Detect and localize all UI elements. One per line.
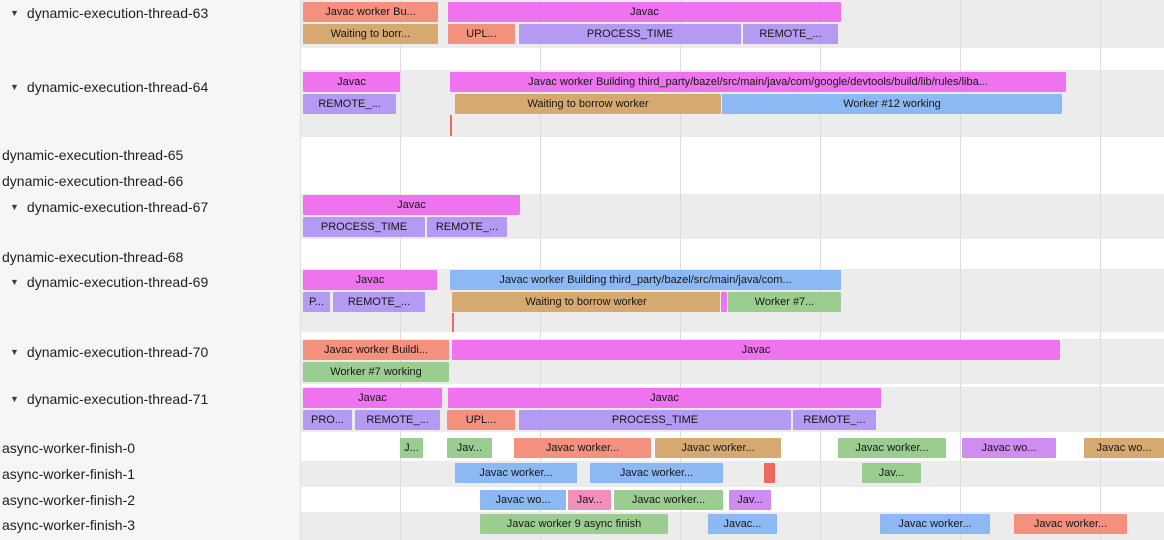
trace-slice[interactable]: REMOTE_... [793,410,876,430]
trace-slice[interactable]: Jav... [447,438,492,458]
trace-slice[interactable]: Javac wo... [480,490,566,510]
trace-slice[interactable]: Worker #7... [728,292,841,312]
track-name[interactable]: ▼ dynamic-execution-thread-71 [0,389,298,409]
trace-slice[interactable]: Javac [448,388,881,408]
track-name[interactable]: ▼ dynamic-execution-thread-70 [0,342,298,362]
trace-slice[interactable]: PRO... [303,410,352,430]
track-name-label: dynamic-execution-thread-68 [2,249,184,265]
track-name-label: async-worker-finish-0 [2,440,136,456]
trace-slice[interactable]: PROCESS_TIME [519,410,791,430]
trace-slice[interactable]: Javac worker... [838,438,946,458]
track-name-label: async-worker-finish-1 [2,466,136,482]
gridline [960,0,961,540]
trace-slice[interactable]: Jav... [729,490,771,510]
trace-slice[interactable]: J... [400,438,423,458]
trace-slice[interactable]: Javac worker... [455,463,577,483]
trace-slice[interactable]: Waiting to borr... [303,24,438,44]
track-name-label: dynamic-execution-thread-66 [2,173,184,189]
trace-slice[interactable]: Javac [303,388,442,408]
trace-slice[interactable]: Jav... [862,463,921,483]
trace-slice[interactable]: Javac worker... [590,463,723,483]
trace-slice[interactable]: UPL... [447,410,515,430]
track-name[interactable]: async-worker-finish-0 [0,438,300,458]
trace-slice[interactable]: Javac... [708,514,777,534]
track-name[interactable]: dynamic-execution-thread-65 [0,145,300,165]
triangle-down-icon[interactable]: ▼ [10,202,19,212]
trace-slice[interactable]: Javac worker... [514,438,651,458]
trace-slice[interactable]: Javac worker... [614,490,723,510]
trace-slice[interactable]: REMOTE_... [333,292,425,312]
trace-tick[interactable] [450,115,452,136]
track-name[interactable]: dynamic-execution-thread-66 [0,171,300,191]
trace-slice[interactable]: Javac worker... [655,438,781,458]
trace-slice[interactable]: REMOTE_... [355,410,440,430]
trace-slice[interactable]: Waiting to borrow worker [455,94,721,114]
trace-slice[interactable]: Javac worker... [880,514,990,534]
triangle-down-icon[interactable]: ▼ [10,8,19,18]
trace-slice[interactable]: Javac worker Buildi... [303,340,449,360]
triangle-down-icon[interactable]: ▼ [10,277,19,287]
track-name-label: dynamic-execution-thread-69 [26,274,209,290]
trace-slice[interactable]: Javac [452,340,1060,360]
trace-slice[interactable]: Javac wo... [962,438,1056,458]
trace-slice[interactable]: Javac worker Bu... [303,2,438,22]
trace-slice[interactable]: REMOTE_... [427,217,507,237]
trace-slice[interactable]: Worker #12 working [722,94,1062,114]
track-name[interactable]: async-worker-finish-2 [0,490,300,510]
trace-slice[interactable]: Javac [303,270,437,290]
track-name[interactable]: ▼ dynamic-execution-thread-63 [0,3,298,23]
track-name[interactable]: ▼ dynamic-execution-thread-64 [0,77,298,97]
trace-slice[interactable]: Jav... [568,490,611,510]
track-name-label: dynamic-execution-thread-65 [2,147,184,163]
trace-tick[interactable] [452,313,454,332]
trace-slice[interactable]: P... [303,292,330,312]
trace-slice[interactable]: REMOTE_... [743,24,838,44]
triangle-down-icon[interactable]: ▼ [10,394,19,404]
track-name-label: dynamic-execution-thread-64 [26,79,209,95]
track-name-label: dynamic-execution-thread-67 [26,199,209,215]
track-name[interactable]: ▼ dynamic-execution-thread-67 [0,197,298,217]
trace-slice[interactable]: Worker #7 working [303,362,449,382]
trace-slice[interactable]: PROCESS_TIME [303,217,425,237]
trace-slice[interactable]: Javac worker Building third_party/bazel/… [450,270,841,290]
sidebar: ▼ dynamic-execution-thread-63 ▼ dynamic-exe… [0,0,301,540]
track-name[interactable]: async-worker-finish-3 [0,515,300,535]
track-name[interactable]: dynamic-execution-thread-68 [0,247,300,267]
triangle-down-icon[interactable]: ▼ [10,347,19,357]
trace-slice[interactable]: Javac [303,195,520,215]
track-name-label: async-worker-finish-2 [2,492,136,508]
track-name-label: dynamic-execution-thread-71 [26,391,209,407]
track-name[interactable]: async-worker-finish-1 [0,464,300,484]
trace-slice[interactable]: Javac wo... [1084,438,1164,458]
trace-slice[interactable] [764,463,775,483]
trace-slice[interactable]: REMOTE_... [303,94,396,114]
trace-slice[interactable]: UPL... [448,24,515,44]
trace-slice[interactable]: Javac [303,72,400,92]
track-name-label: dynamic-execution-thread-70 [26,344,209,360]
track-name-label: dynamic-execution-thread-63 [26,5,209,21]
trace-slice[interactable]: PROCESS_TIME [519,24,741,44]
trace-slice[interactable]: Javac worker 9 async finish [480,514,668,534]
trace-slice[interactable]: Javac worker Building third_party/bazel/… [450,72,1066,92]
track-name-label: async-worker-finish-3 [2,517,136,533]
trace-slice[interactable] [721,292,727,312]
track-band [300,461,1164,487]
track-name[interactable]: ▼ dynamic-execution-thread-69 [0,272,298,292]
triangle-down-icon[interactable]: ▼ [10,82,19,92]
trace-slice[interactable]: Javac [448,2,841,22]
gridline [1100,0,1101,540]
trace-slice[interactable]: Waiting to borrow worker [452,292,720,312]
trace-slice[interactable]: Javac worker... [1014,514,1127,534]
